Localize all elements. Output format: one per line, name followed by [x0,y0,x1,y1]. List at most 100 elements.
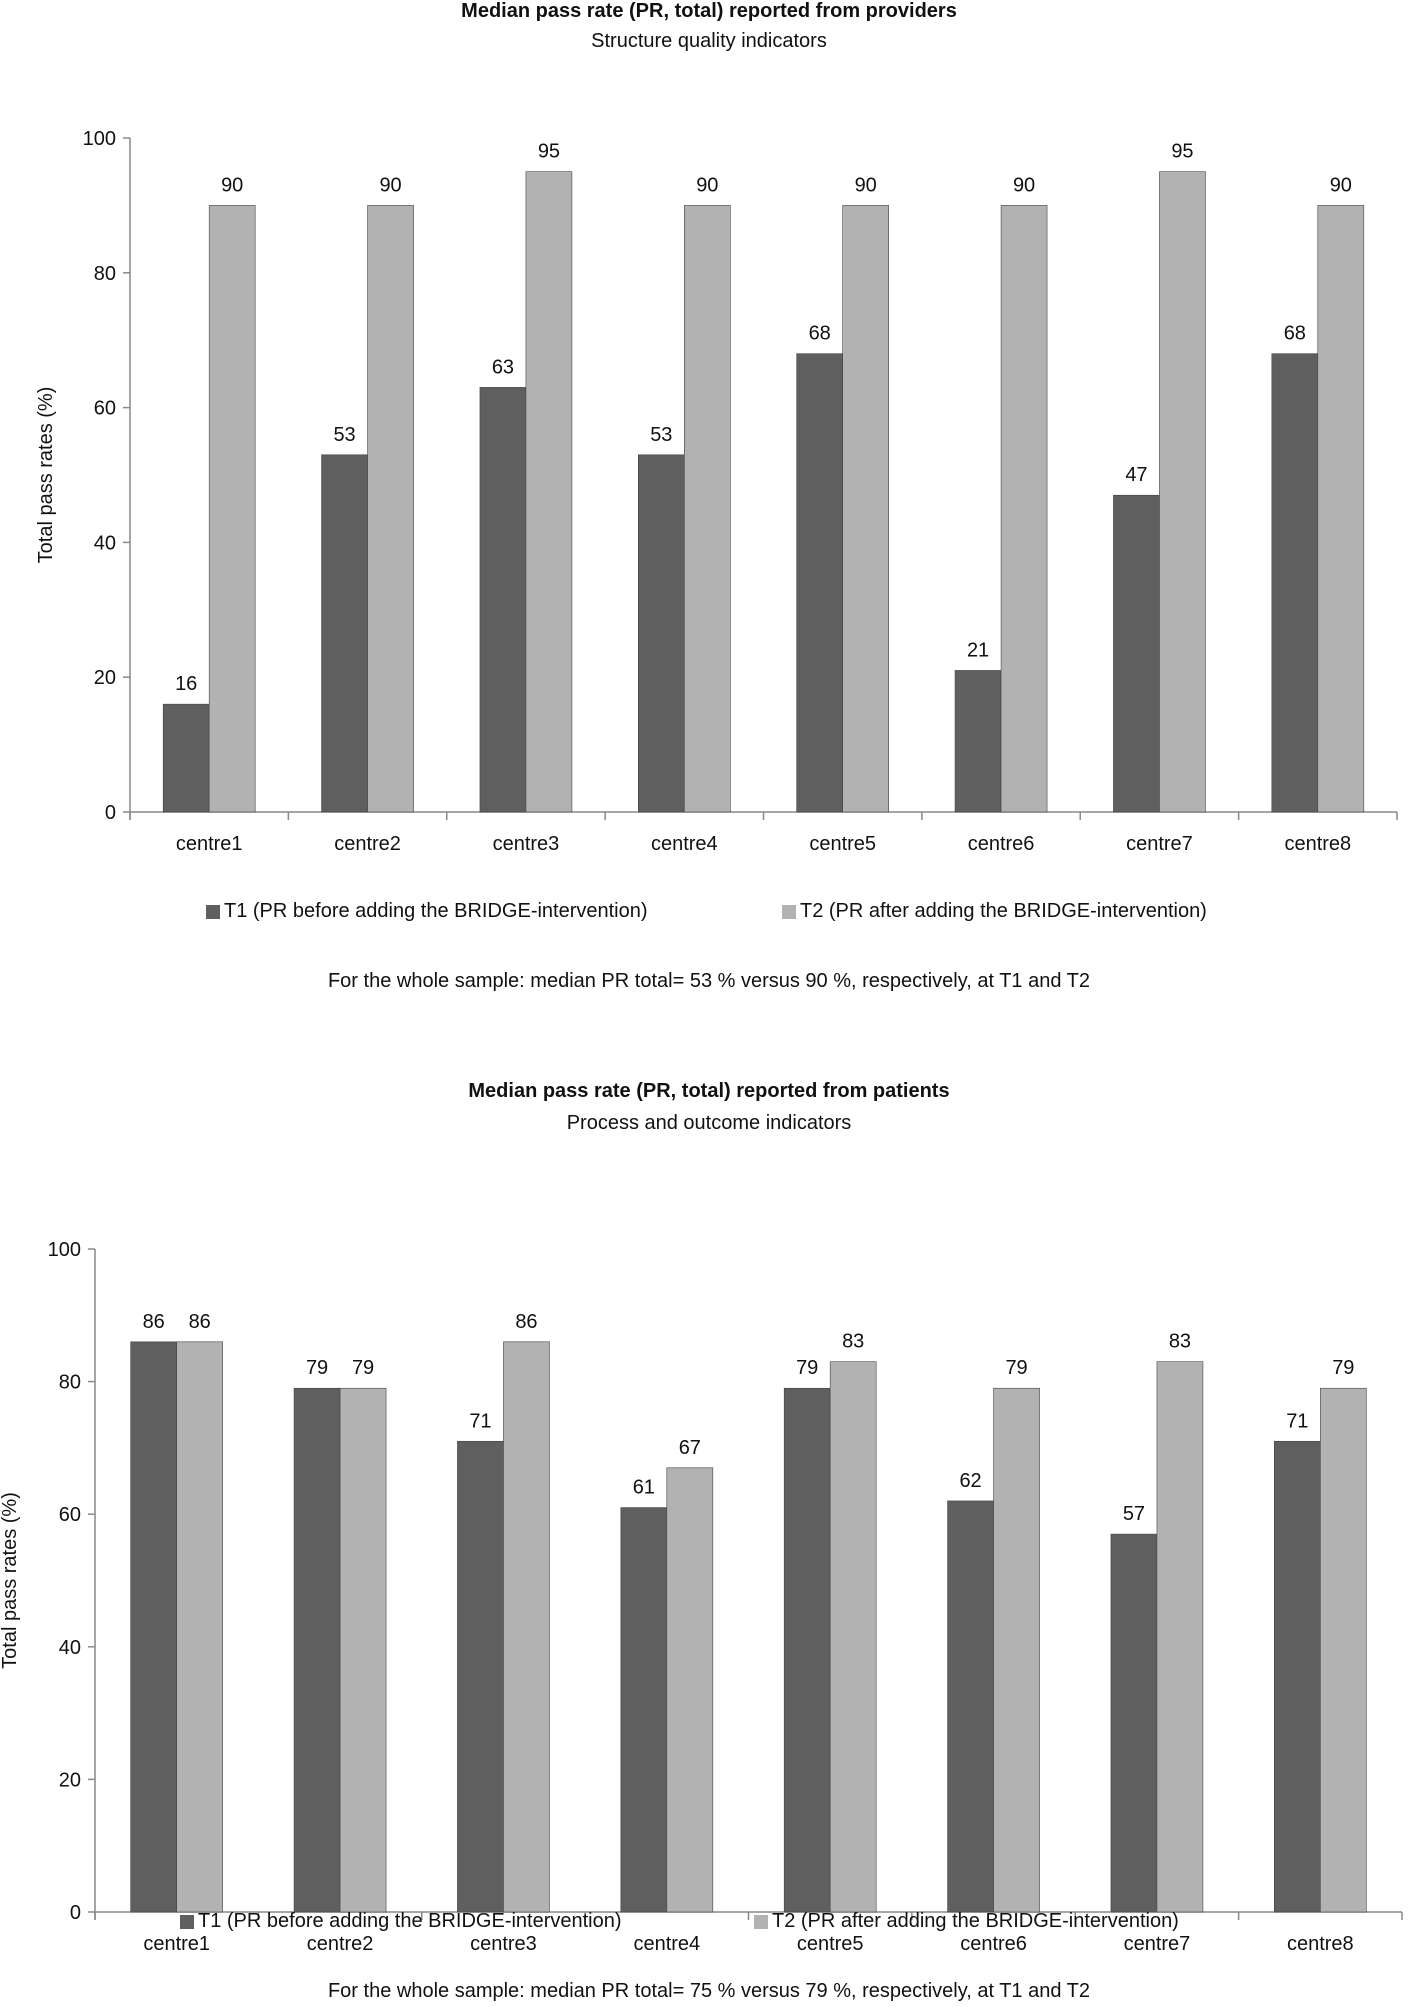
x-tick-label: centre8 [1287,1933,1354,1955]
x-tick-label: centre3 [493,833,560,855]
x-tick-label: centre7 [1124,1933,1191,1955]
bar-t1 [1110,1533,1158,1913]
bar-t2 [1320,1387,1367,1913]
bar-t1 [479,387,527,813]
data-label: 90 [379,174,401,196]
bar-t2 [503,1341,550,1913]
bar-chart-providers: 0 20 40 60 80 100 Total pass rates (%) centre1 1… [35,128,1398,855]
y-tick-label: 40 [94,532,116,554]
data-label: 79 [1332,1357,1354,1379]
data-label: 86 [189,1311,211,1333]
bar-t2 [208,205,256,813]
legend-swatch-t2 [754,1914,768,1929]
x-tick-label: centre6 [960,1933,1027,1955]
bar-t2 [339,1387,387,1913]
chart-footnote: For the whole sample: median PR total= 7… [327,1980,1091,2002]
data-label: 47 [1125,464,1147,486]
x-tick-label: centre4 [651,833,718,855]
data-label: 95 [538,141,560,163]
data-label: 83 [842,1331,864,1353]
y-tick-label: 20 [94,667,116,689]
legend-swatch-t2 [782,904,796,919]
y-axis-label: Total pass rates (%) [35,387,57,564]
data-label: 68 [809,323,831,345]
legend-label-t1: T1 (PR before adding the BRIDGE-interven… [198,1910,622,1932]
legend-label-t2: T2 (PR after adding the BRIDGE-intervent… [772,1910,1179,1932]
bar-t1 [954,670,1002,813]
x-tick-label: centre5 [809,833,876,855]
chart-footnote: For the whole sample: median PR total= 5… [327,970,1091,992]
bar-t2 [1317,205,1365,813]
x-tick-label: centre3 [470,1933,537,1955]
bar-t2 [525,171,573,813]
y-tick-label: 100 [83,128,116,150]
y-axis-label: Total pass rates (%) [0,1492,21,1669]
data-label: 90 [1330,174,1352,196]
data-label: 79 [352,1357,374,1379]
legend-item-t1: T1 (PR before adding the BRIDGE-interven… [206,900,648,923]
data-label: 83 [1169,1331,1191,1353]
legend: T1 (PR before adding the BRIDGE-interven… [0,900,1418,930]
bar-t1 [130,1341,177,1913]
data-label: 57 [1123,1503,1145,1525]
legend-item-t1: T1 (PR before adding the BRIDGE-interven… [180,1910,622,1933]
legend-label-t1: T1 (PR before adding the BRIDGE-interven… [224,900,648,922]
data-label: 71 [469,1410,491,1432]
y-tick-label: 60 [94,398,116,420]
data-label: 86 [515,1311,537,1333]
x-tick-label: centre7 [1126,833,1193,855]
bar-t2 [684,205,731,813]
bar-t2 [829,1361,877,1913]
data-label: 86 [143,1311,165,1333]
bar-t1 [321,454,368,813]
bar-t1 [638,454,685,813]
bar-t2 [1156,1361,1204,1913]
x-tick-label: centre2 [334,833,401,855]
data-label: 79 [1005,1357,1027,1379]
chart-providers: Median pass rate (PR, total) reported fr… [0,0,1418,992]
data-label: 53 [650,424,672,446]
y-tick-label: 80 [59,1372,81,1394]
bar-chart-patients: 0 20 40 60 80 100 Total pass rates (%) centre1 8… [0,1239,1403,1955]
x-tick-label: centre1 [143,1933,210,1955]
bar-t1 [947,1500,994,1913]
data-label: 53 [333,424,355,446]
bar-t1 [457,1440,504,1913]
y-tick-label: 40 [59,1637,81,1659]
bar-t1 [1274,1440,1321,1913]
data-label: 61 [633,1477,655,1499]
y-tick-label: 0 [105,802,116,824]
y-tick-label: 80 [94,263,116,285]
x-tick-label: centre2 [307,1933,374,1955]
legend-swatch-t1 [180,1914,194,1929]
chart-title: Median pass rate (PR, total) reported fr… [468,1080,950,1102]
legend-swatch-t1 [206,904,220,919]
bar-t2 [1000,205,1048,813]
x-tick-label: centre4 [633,1933,700,1955]
data-label: 67 [679,1437,701,1459]
bar-t1 [1271,353,1319,813]
data-label: 90 [1013,174,1035,196]
chart-patients: Median pass rate (PR, total) reported fr… [0,1080,1418,2007]
data-label: 90 [221,174,243,196]
bar-t1 [783,1387,831,1913]
bar-t1 [1113,494,1160,813]
chart-title: Median pass rate (PR, total) reported fr… [461,0,957,22]
data-label: 21 [967,639,989,661]
data-label: 79 [306,1357,328,1379]
data-label: 79 [796,1357,818,1379]
chart-subtitle: Structure quality indicators [591,30,827,52]
x-tick-label: centre5 [797,1933,864,1955]
bar-t2 [367,205,414,813]
y-tick-label: 60 [59,1504,81,1526]
data-label: 90 [855,174,877,196]
data-label: 63 [492,356,514,378]
y-tick-label: 20 [59,1769,81,1791]
data-label: 71 [1286,1410,1308,1432]
data-label: 90 [696,174,718,196]
bar-t1 [620,1507,668,1913]
x-tick-label: centre6 [968,833,1035,855]
bar-t2 [1159,171,1206,813]
y-tick-label: 100 [48,1239,81,1261]
chart-subtitle: Process and outcome indicators [566,1112,852,1134]
